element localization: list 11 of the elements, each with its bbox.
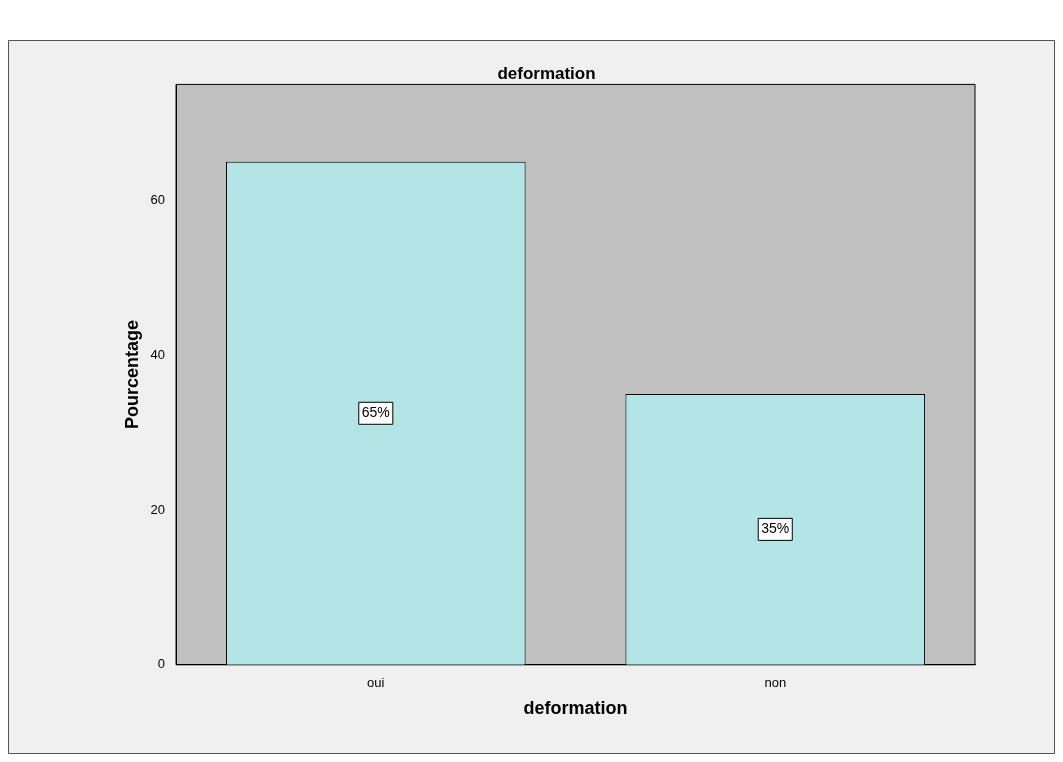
y-tick-label: 20 xyxy=(150,501,166,517)
chart-title: deformation xyxy=(497,63,596,83)
y-tick-label: 60 xyxy=(150,192,166,208)
x-tick-label: non xyxy=(764,675,787,691)
x-tick-label: oui xyxy=(367,675,385,691)
x-axis-title: deformation xyxy=(523,698,628,719)
data-label: 35% xyxy=(761,520,790,537)
y-tick-label: 40 xyxy=(150,346,166,362)
y-tick-label: 0 xyxy=(157,656,166,672)
y-axis-title: Pourcentage xyxy=(121,320,142,430)
data-label: 65% xyxy=(361,404,390,421)
